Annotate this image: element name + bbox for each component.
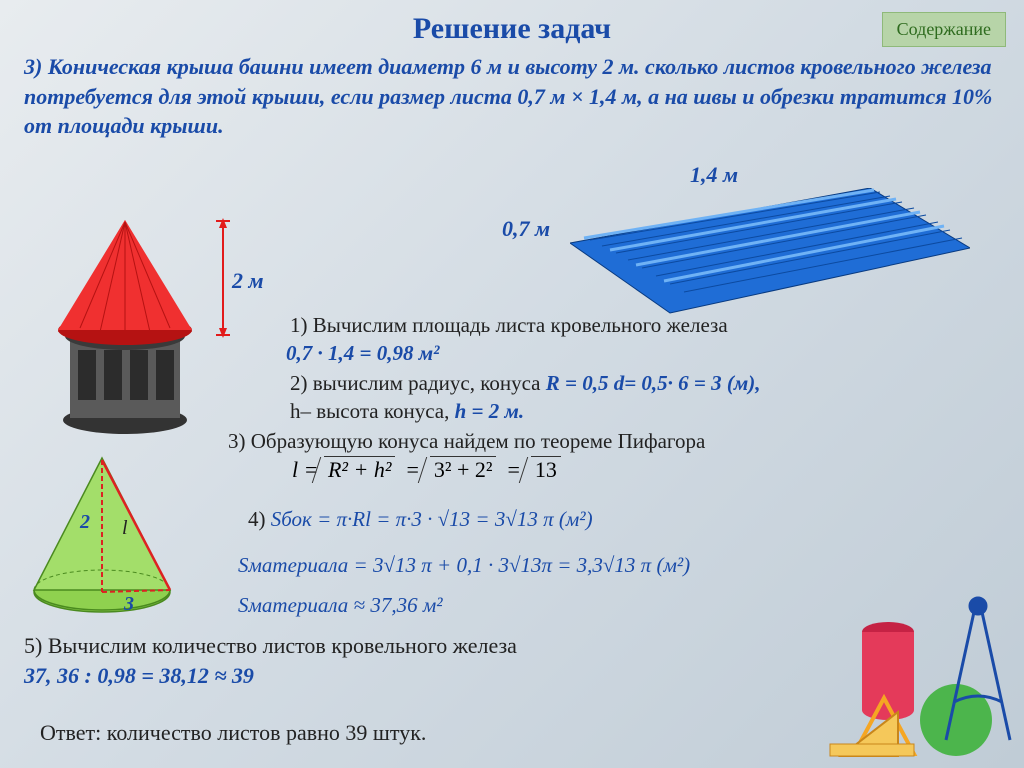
cone-diagram: 2 l 3 (22, 450, 182, 620)
page-title: Решение задач (0, 12, 1024, 46)
sheet-width-label: 1,4 м (690, 162, 738, 188)
step-2-blue: R = 0,5 d= 0,5· 6 = 3 (м), (546, 371, 761, 395)
step-5: Sматериала = 3√13 π + 0,1 · 3√13π = 3,3√… (238, 552, 690, 579)
dim-arrow (220, 218, 226, 328)
answer: Ответ: количество листов равно 39 штук. (40, 720, 426, 746)
formula-root-b: 3² + 2² (430, 456, 497, 483)
decorative-shapes (828, 572, 1018, 762)
tower-illustration (40, 210, 210, 440)
formula-l: l = R² + h² = 3² + 2² = 13 (292, 456, 561, 483)
step-2: 2) вычислим радиус, конуса R = 0,5 d= 0,… (290, 370, 994, 397)
step-4: 4) Sбок = π·Rl = π·3 · √13 = 3√13 π (м²) (248, 506, 593, 533)
step-4-calc: Sбок = π·Rl = π·3 · √13 = 3√13 π (м²) (271, 507, 593, 531)
step-1: 1) Вычислим площадь листа кровельного же… (290, 312, 994, 339)
problem-text: 3) Коническая крыша башни имеет диаметр … (24, 52, 1000, 141)
step-7-calc: 37, 36 : 0,98 = 38,12 ≈ 39 (24, 662, 254, 691)
svg-text:l: l (122, 517, 128, 539)
step-2-text: 2) вычислим радиус, конуса (290, 371, 540, 395)
problem-number: 3) (24, 54, 42, 79)
step-2c-blue: h = 2 м. (455, 399, 525, 423)
problem-body: Коническая крыша башни имеет диаметр 6 м… (24, 54, 992, 138)
step-3: 3) Образующую конуса найдем по теореме П… (228, 428, 994, 455)
step-2c: h– высота конуса, h = 2 м. (290, 398, 524, 425)
metal-sheet (570, 188, 970, 318)
sheet-height-label: 0,7 м (502, 216, 550, 242)
svg-text:3: 3 (123, 593, 134, 615)
tower-height-label: 2 м (232, 268, 264, 294)
step-1-calc: 0,7 · 1,4 = 0,98 м² (286, 340, 439, 367)
step-2c-text: h– высота конуса, (290, 399, 449, 423)
step-6: Sматериала ≈ 37,36 м² (238, 592, 443, 619)
formula-root-a: R² + h² (324, 456, 395, 483)
formula-root-c: 13 (531, 456, 561, 483)
step-4-num: 4) (248, 507, 271, 531)
svg-text:2: 2 (79, 511, 90, 533)
toc-button[interactable]: Содержание (882, 12, 1006, 47)
